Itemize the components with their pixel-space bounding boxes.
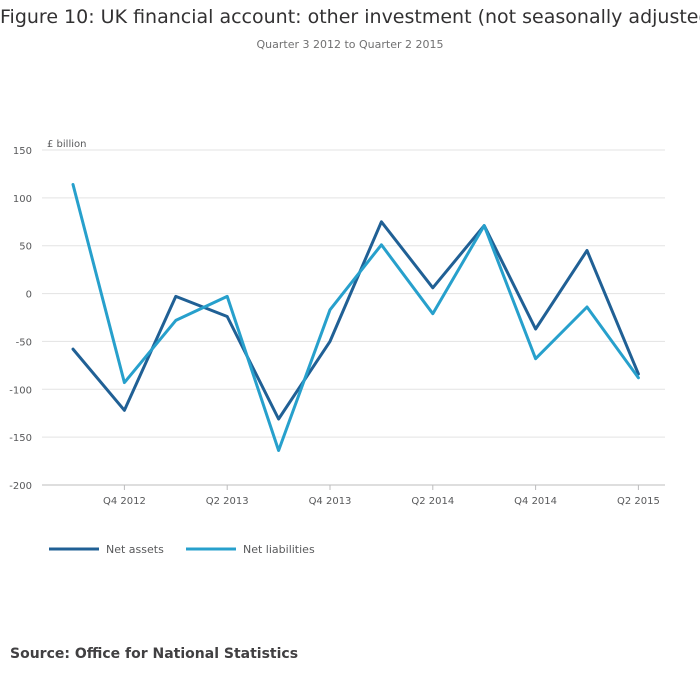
grid-lines [42,149,665,486]
series-lines [71,183,640,452]
y-tick-label: -50 [16,337,32,348]
y-tick-label: 50 [19,242,32,253]
y-tick-label: -200 [9,481,32,492]
y-axis-ticks: 150 100 50 0 -50 -100 -150 -200 [9,146,32,492]
y-axis-unit-label: £ billion [47,139,86,150]
legend-item-net-liabilities: Net liabilities [186,543,315,556]
chart-subtitle: Quarter 3 2012 to Quarter 2 2015 [256,38,444,51]
source-note: Source: Office for National Statistics [10,646,299,662]
y-tick-label: -150 [9,433,32,444]
x-tick-label: Q2 2014 [411,496,454,507]
x-tick-label: Q4 2013 [309,496,352,507]
legend: Net assets Net liabilities [49,543,315,556]
y-tick-label: 100 [13,194,32,205]
x-tick-label: Q2 2013 [206,496,249,507]
series-line-net-assets [71,220,640,421]
line-chart: £ billion 150 100 50 0 -50 -100 -150 -200 Q4 20… [9,139,665,556]
y-tick-label: -100 [9,385,32,396]
legend-item-net-assets: Net assets [49,543,164,556]
x-axis-ticks: Q4 2012 Q2 2013 Q4 2013 Q2 2014 Q4 2014 Q2 20… [42,484,665,507]
chart-title: Figure 10: UK financial account: other i… [0,6,700,28]
x-tick-label: Q2 2015 [617,496,660,507]
legend-label: Net assets [106,543,164,556]
series-line-net-liabilities [71,183,640,452]
legend-label: Net liabilities [243,543,315,556]
x-tick-label: Q4 2014 [514,496,557,507]
y-tick-label: 150 [13,146,32,157]
y-tick-label: 0 [26,290,32,301]
x-tick-label: Q4 2012 [103,496,146,507]
